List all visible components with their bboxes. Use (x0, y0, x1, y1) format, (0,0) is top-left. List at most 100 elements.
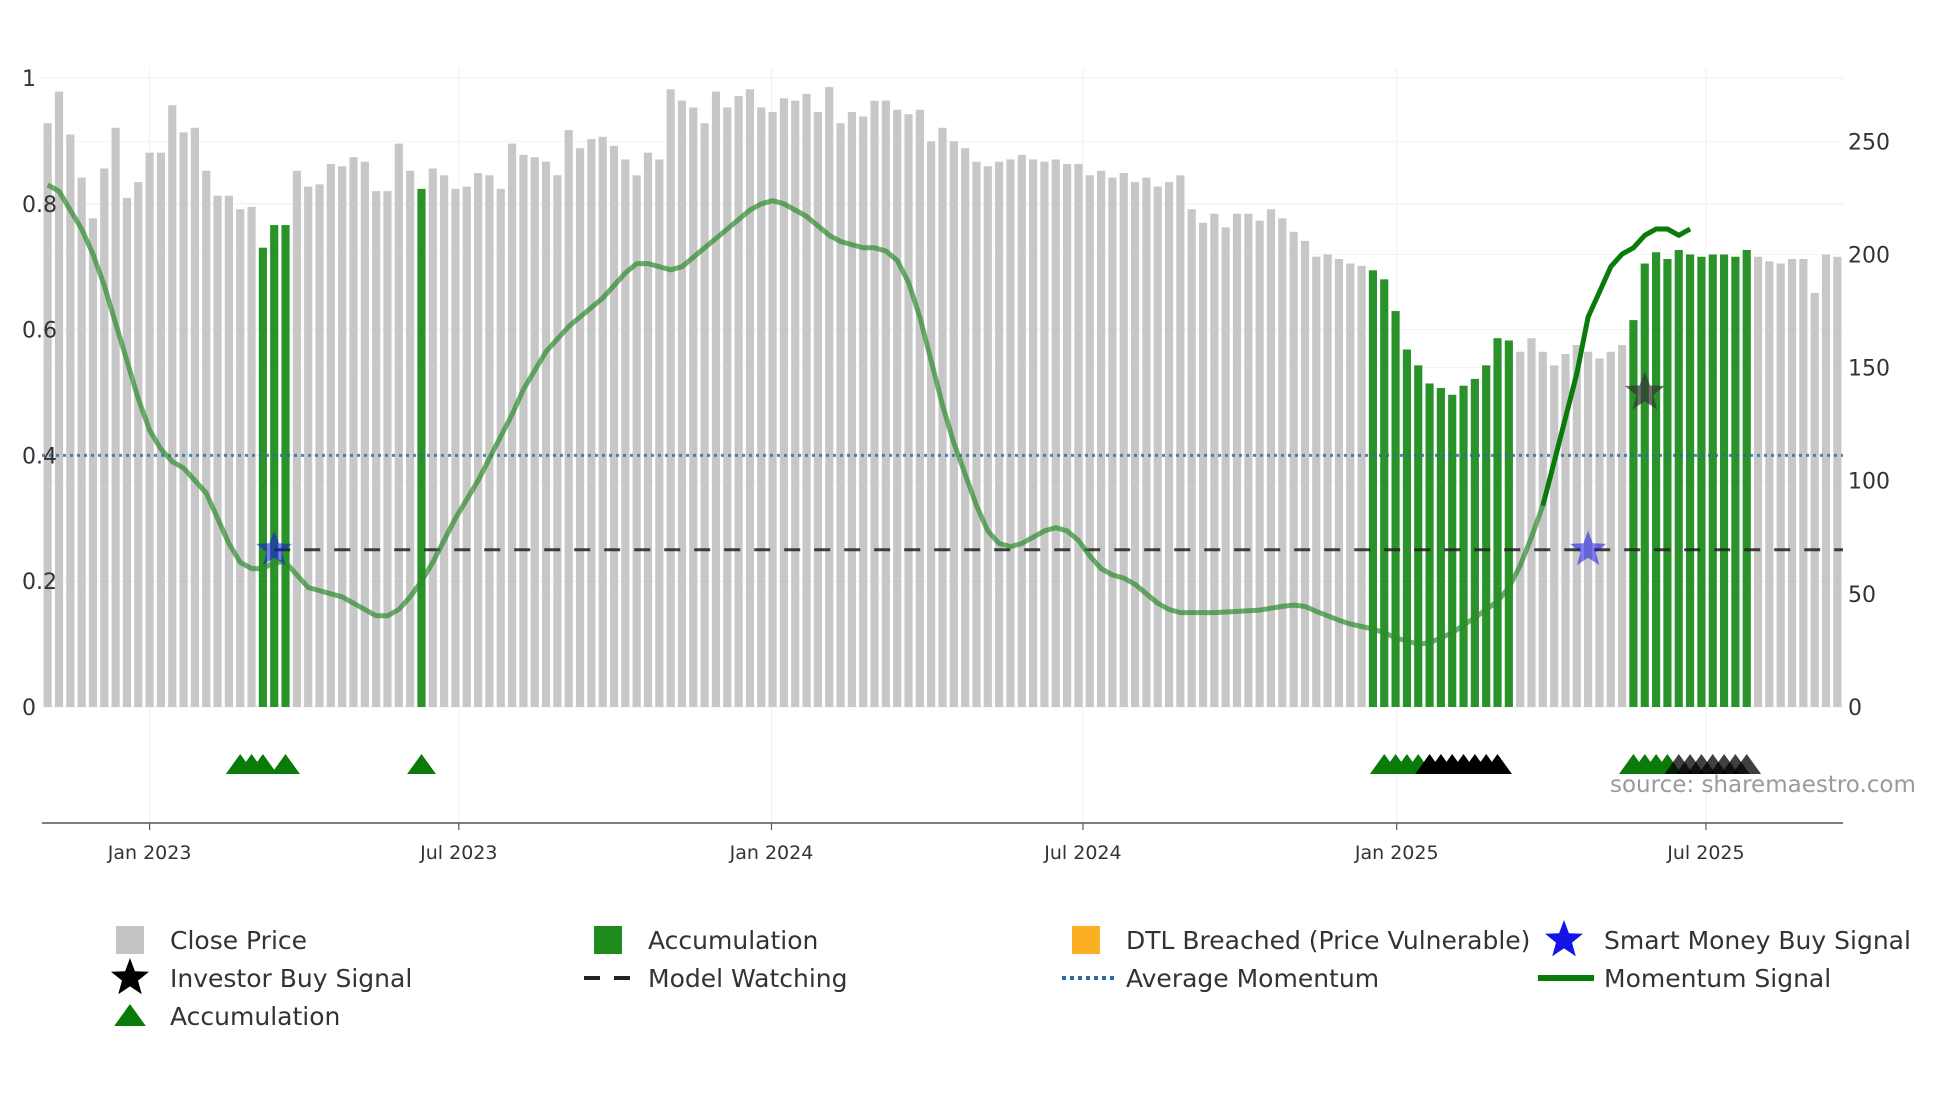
accumulation-bar (1402, 349, 1411, 707)
close-price-bar (77, 177, 86, 707)
close-price-bar (474, 173, 483, 707)
y-left-tick-label: 1 (22, 67, 36, 92)
close-price-bar (1527, 338, 1536, 707)
close-price-bar (134, 182, 143, 708)
close-price-bar (711, 91, 721, 707)
close-price-bar (700, 123, 709, 707)
close-price-bar (338, 166, 347, 707)
close-price-bar (541, 161, 551, 707)
close-price-bar (440, 175, 449, 707)
smart-money-buy-star (256, 530, 293, 566)
accumulation-bar (1708, 254, 1717, 708)
close-price-bar (927, 141, 936, 707)
close-price-bar (621, 159, 630, 707)
close-price-bar (462, 186, 471, 707)
x-tick-label: Jan 2025 (1354, 842, 1439, 864)
close-price-bar (406, 170, 415, 708)
y-right-tick-label: 0 (1848, 696, 1862, 721)
close-price-bar (122, 197, 132, 707)
close-price-bar (791, 100, 800, 707)
legend-label: Investor Buy Signal (170, 964, 412, 993)
source-label: source: sharemaestro.com (1610, 772, 1916, 798)
accumulation-bar (1425, 383, 1434, 707)
y-left-tick-label: 0 (22, 696, 36, 721)
accumulation-bar (1663, 259, 1672, 707)
close-price-bar (768, 111, 777, 708)
close-price-bar (1176, 175, 1185, 707)
close-price-bar (564, 130, 573, 708)
signal-markers (256, 371, 1665, 566)
accumulation-bar (1436, 387, 1445, 707)
close-price-bar (723, 107, 732, 707)
close-price-bar (938, 127, 947, 707)
accumulation-triangles (225, 754, 1762, 774)
close-price-bar (190, 127, 199, 707)
close-price-bar (655, 159, 664, 707)
close-price-bar (224, 195, 233, 708)
close-price-bar (1017, 154, 1026, 708)
accumulation-bar (417, 188, 426, 707)
legend-marker-star (1545, 920, 1583, 957)
close-price-bar (156, 152, 166, 707)
close-price-bar (1266, 209, 1276, 707)
accumulation-bar (1686, 254, 1695, 708)
legend-label: Accumulation (170, 1002, 340, 1031)
close-price-bar (825, 87, 834, 708)
close-price-bar (893, 109, 902, 707)
close-price-bar (1595, 358, 1604, 707)
x-tick-label: Jul 2024 (1043, 842, 1121, 864)
legend-label: Momentum Signal (1604, 964, 1831, 993)
accumulation-triangle-black (1483, 754, 1512, 774)
legend-item: DTL Breached (Price Vulnerable) (1072, 926, 1530, 955)
accumulation-bar (1493, 338, 1502, 707)
accumulation-bar (1470, 378, 1479, 707)
legend-marker-square (1072, 926, 1100, 954)
close-price-bar (496, 188, 505, 707)
y-right-tick-label: 100 (1848, 470, 1890, 495)
close-price-bar (666, 89, 675, 708)
close-price-bar (983, 166, 992, 707)
close-price-bar (1232, 213, 1242, 707)
accumulation-bar (1482, 365, 1491, 707)
close-price-bar (972, 161, 981, 707)
close-price-bar (1334, 259, 1344, 707)
x-tick-label: Jan 2023 (107, 842, 192, 864)
close-price-bar (643, 152, 653, 707)
accumulation-bar (1391, 311, 1400, 707)
close-price-bar (1765, 261, 1774, 707)
accumulation-bar (1414, 365, 1423, 707)
close-price-bar (915, 109, 924, 707)
legend-item: Model Watching (584, 964, 848, 993)
close-price-bar (326, 163, 335, 708)
accumulation-bar (1640, 263, 1649, 707)
accumulation-bar (1629, 320, 1638, 707)
close-price-bar (530, 157, 539, 707)
close-price-bar (1323, 254, 1332, 708)
accumulation-triangle (407, 754, 436, 774)
y-right-tick-label: 50 (1848, 583, 1876, 608)
investor-buy-star (1624, 371, 1665, 410)
accumulation-bar (1719, 254, 1729, 708)
close-price-bar (1572, 344, 1581, 707)
close-price-bar (168, 105, 177, 708)
legend-item: Accumulation (114, 1002, 340, 1031)
close-price-bar (1164, 182, 1174, 708)
close-price-bar (904, 114, 913, 708)
close-price-bar (1085, 175, 1094, 707)
close-price-bar (757, 107, 766, 707)
close-price-bar (1040, 161, 1049, 707)
close-price-bar (1063, 163, 1072, 708)
close-price-bar (88, 218, 98, 707)
accumulation-bar (1652, 252, 1661, 707)
accumulation-bar (1459, 385, 1468, 707)
legend-label: Close Price (170, 926, 307, 955)
close-price-bar (1753, 256, 1763, 707)
close-price-bars (43, 87, 1842, 708)
accumulation-triangle-black (1732, 754, 1762, 774)
close-price-bar (179, 132, 188, 708)
accumulation-bar (1368, 270, 1378, 707)
close-price-bar (1130, 182, 1140, 708)
close-price-bar (383, 191, 392, 707)
legend-label: Smart Money Buy Signal (1604, 926, 1911, 955)
